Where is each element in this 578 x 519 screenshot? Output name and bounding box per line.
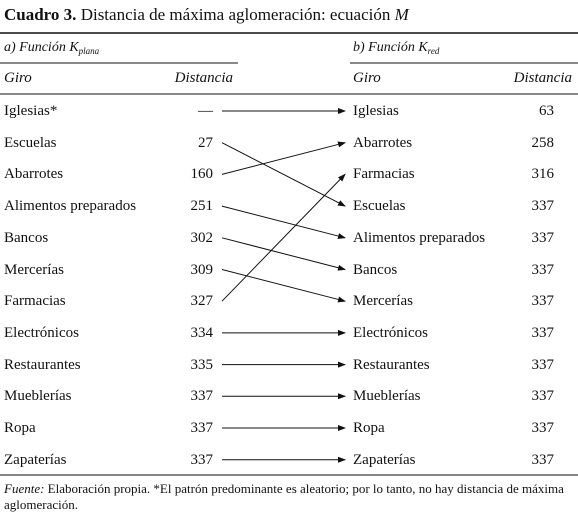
row-name: Escuelas [353,198,406,215]
row-value: 258 [531,134,555,151]
row-value: 337 [531,420,555,436]
row-value: 337 [531,198,555,215]
footer-text: Elaboración propia. *El patrón predomina… [4,481,564,512]
row-name: Alimentos preparados [353,229,486,246]
arrow [221,269,346,303]
row-name: Mueblerías [4,388,72,405]
row-value: 337 [190,451,214,468]
arrow [221,173,346,302]
row-name: Electrónicos [4,324,79,341]
arrow [221,237,346,271]
row-value: 309 [190,261,214,278]
panel-heading: b) Función Kred [353,39,439,60]
row-value: 337 [531,229,555,246]
row-name: Bancos [4,229,49,246]
row-name: Zapaterías [353,451,416,468]
row-name: Ropa [353,420,385,436]
arrow [221,205,346,239]
title-label: Cuadro 3. [4,5,77,24]
panel-heading-text: a) Función K [4,40,79,55]
title-text: Distancia de máxima aglomeración: ecuaci… [80,5,391,24]
row-name: Ropa [4,420,36,436]
row-name: Restaurantes [353,356,430,373]
title: Cuadro 3. Distancia de máxima aglomeraci… [4,6,409,24]
arrow [221,142,346,207]
row-name: Alimentos preparados [4,198,137,215]
row-value: 337 [531,293,555,310]
arrows [221,108,346,463]
row-name: Abarrotes [4,166,64,183]
row-value: 160 [190,166,214,183]
row-name: Bancos [353,261,398,278]
row-name: Iglesias* [4,103,58,119]
row-value: 316 [531,166,555,183]
row-value: 27 [198,134,213,151]
arrow [221,141,346,175]
row-value: 63 [539,103,554,119]
panel-heading: a) Función Kplana [4,39,99,60]
row-value: 337 [531,324,555,341]
row-value: 334 [190,324,214,341]
footer: Fuente: Elaboración propia. *El patrón p… [4,481,576,513]
row-name: Mueblerías [353,388,421,405]
row-value: 251 [190,198,214,215]
column-header: Distancia [513,70,572,86]
row-name: Mercerías [4,261,64,278]
title-variable: M [394,5,409,24]
column-header: Giro [4,70,32,86]
row-name: Iglesias [353,103,399,119]
row-name: Abarrotes [353,134,413,151]
row-value: 337 [190,388,214,405]
row-value: 337 [531,356,555,373]
row-value: 337 [531,261,555,278]
panel-heading-text: b) Función K [353,40,428,55]
column-header: Distancia [174,70,233,86]
row-value: 327 [190,293,214,310]
panel-subscript: plana [78,46,100,56]
footer-label: Fuente: [4,481,45,496]
row-value: 337 [190,420,214,436]
row-name: Mercerías [353,293,413,310]
row-name: Farmacias [353,166,415,183]
column-header: Giro [353,70,381,86]
row-value: 337 [531,388,555,405]
row-name: Farmacias [4,293,66,310]
row-name: Electrónicos [353,324,428,341]
row-name: Escuelas [4,134,57,151]
row-value: 302 [190,229,214,246]
panel-subscript: red [427,46,440,56]
row-name: Zapaterías [4,451,67,468]
row-value: 335 [190,356,214,373]
row-name: Restaurantes [4,356,81,373]
row-value: — [198,103,213,119]
row-value: 337 [531,451,555,468]
